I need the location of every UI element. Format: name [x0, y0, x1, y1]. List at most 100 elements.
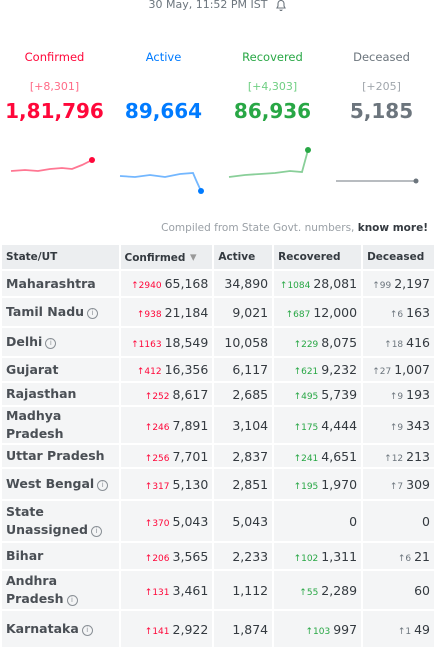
state-row[interactable]: West Bengal i ↑317 5,130 2,851 ↑195 1,970 ↑7 309 — [2, 469, 434, 499]
active-value: 2,837 — [232, 448, 269, 464]
table-body: Maharashtra ↑2940 65,168 34,890 ↑1084 28,081 ↑… — [2, 271, 434, 647]
up-arrow: ↑ — [144, 453, 153, 464]
deceased-value: 416 — [406, 334, 430, 350]
up-arrow: ↑ — [397, 626, 406, 637]
confirmed-delta: ↑252 — [145, 392, 170, 402]
recovered-delta: ↑103 — [306, 627, 331, 637]
delta-value: 206 — [152, 553, 170, 564]
state-row[interactable]: Madhya Pradesh ↑246 7,891 3,104 ↑175 4,444 ↑9 3… — [2, 407, 434, 443]
state-row[interactable]: Tamil Nadu i ↑938 21,184 9,021 ↑687 12,000 ↑6 16… — [2, 298, 434, 326]
info-icon[interactable]: i — [90, 526, 102, 537]
state-cell: Rajasthan — [2, 383, 119, 405]
state-row[interactable]: State Unassigned i ↑370 5,043 5,043 0 0 — [2, 501, 434, 541]
column-header[interactable]: Confirmed ▾ — [120, 245, 213, 269]
state-row[interactable]: Rajasthan ↑252 8,617 2,685 ↑495 5,739 ↑9 193 — [2, 383, 434, 405]
state-name: Karnataka — [6, 621, 79, 636]
info-icon[interactable]: i — [66, 595, 78, 606]
state-row[interactable]: Delhi i ↑1163 18,549 10,058 ↑229 8,075 ↑18 416 — [2, 328, 434, 356]
deceased-cell: ↑1 49 — [363, 611, 434, 647]
state-row[interactable]: Maharashtra ↑2940 65,168 34,890 ↑1084 28,081 ↑… — [2, 271, 434, 296]
recovered-delta: ↑102 — [294, 554, 319, 564]
deceased-delta: ↑9 — [390, 392, 403, 402]
info-icon[interactable]: i — [97, 480, 109, 491]
confirmed-delta: ↑2940 — [131, 281, 161, 291]
info-icon[interactable]: i — [87, 308, 99, 319]
confirmed-cell: ↑256 7,701 — [120, 445, 213, 467]
state-row[interactable]: Bihar ↑206 3,565 2,233 ↑102 1,311 ↑6 21 — [2, 543, 434, 569]
up-arrow: ↑ — [389, 481, 398, 492]
confirmed-delta: ↑256 — [145, 454, 170, 464]
up-arrow: ↑ — [144, 481, 153, 492]
deceased-delta: ↑9 — [390, 423, 403, 433]
deceased-value: 213 — [406, 448, 430, 464]
sparklines — [10, 147, 419, 194]
up-arrow: ↑ — [293, 391, 302, 402]
state-row[interactable]: Andhra Pradesh i ↑131 3,461 1,112 ↑55 2,289 60 — [2, 571, 434, 609]
state-cell: Bihar — [2, 543, 119, 569]
delta-value: 621 — [301, 367, 319, 377]
state-cell: Tamil Nadu i — [2, 298, 119, 326]
sparkline-dot — [413, 178, 419, 184]
bell-icon[interactable] — [274, 0, 288, 12]
know-more-link[interactable]: know more! — [357, 222, 428, 234]
card-delta: [+8,301] — [29, 80, 80, 93]
column-header[interactable]: Recovered — [274, 245, 362, 269]
confirmed-value: 18,549 — [164, 334, 209, 350]
deceased-cell: ↑12 213 — [363, 445, 434, 467]
confirmed-value: 3,461 — [172, 582, 209, 598]
header-text: Active — [218, 251, 256, 263]
confirmed-value: 5,130 — [172, 476, 209, 492]
deceased-delta: ↑99 — [372, 281, 391, 291]
recovered-value: 0 — [349, 513, 358, 529]
delta-value: 495 — [301, 391, 319, 402]
recovered-cell: ↑495 5,739 — [274, 383, 362, 405]
confirmed-cell: ↑317 5,130 — [120, 469, 213, 499]
state-cell: State Unassigned i — [2, 501, 119, 541]
confirmed-cell: ↑370 5,043 — [120, 501, 213, 541]
column-header[interactable]: State/UT — [2, 245, 119, 269]
header-text: Recovered — [278, 251, 341, 263]
delta-value: 1084 — [287, 281, 311, 291]
confirmed-cell: ↑252 8,617 — [120, 383, 213, 405]
delta-value: 9 — [397, 422, 404, 433]
timestamp: 30 May, 11:52 PM IST — [148, 0, 268, 11]
stat-card: Confirmed [+8,301] 1,81,796 — [0, 48, 109, 123]
confirmed-cell: ↑246 7,891 — [120, 407, 213, 443]
state-row[interactable]: Karnataka i ↑141 2,922 1,874 ↑103 997 ↑1 49 — [2, 611, 434, 647]
state-cell: Delhi i — [2, 328, 119, 356]
recovered-delta: ↑195 — [294, 482, 319, 492]
up-arrow: ↑ — [285, 309, 294, 320]
confirmed-value: 21,184 — [164, 304, 209, 320]
info-icon[interactable]: i — [81, 625, 93, 636]
deceased-value: 163 — [406, 304, 430, 320]
confirmed-value: 8,617 — [172, 386, 209, 402]
state-name: Delhi — [6, 334, 43, 349]
deceased-cell: ↑18 416 — [363, 328, 434, 356]
confirmed-value: 16,356 — [164, 362, 209, 377]
up-arrow: ↑ — [144, 587, 153, 598]
up-arrow: ↑ — [144, 626, 153, 637]
sparkline-dot — [198, 188, 204, 194]
info-icon[interactable]: i — [45, 338, 57, 349]
confirmed-cell: ↑206 3,565 — [120, 543, 213, 569]
column-header[interactable]: Active — [214, 245, 273, 269]
state-row[interactable]: Gujarat ↑412 16,356 6,117 ↑621 9,232 ↑27 1,007 — [2, 358, 434, 381]
state-row[interactable]: Uttar Pradesh ↑256 7,701 2,837 ↑241 4,651 ↑12 2… — [2, 445, 434, 467]
card-total: 86,936 — [233, 99, 312, 123]
stat-card: Deceased [+205] 5,185 — [327, 48, 436, 123]
confirmed-value: 7,701 — [172, 448, 209, 464]
column-header[interactable]: Deceased — [363, 245, 434, 269]
deceased-delta: ↑27 — [372, 367, 391, 377]
card-label: Recovered — [242, 50, 303, 64]
up-arrow: ↑ — [293, 553, 302, 564]
recovered-cell: ↑687 12,000 — [274, 298, 362, 326]
card-total: 1,81,796 — [5, 99, 104, 123]
recovered-cell: ↑1084 28,081 — [274, 271, 362, 296]
recovered-value: 9,232 — [321, 362, 358, 377]
deceased-value: 60 — [414, 582, 430, 598]
delta-value: 938 — [144, 309, 162, 320]
state-name: Tamil Nadu — [6, 304, 85, 319]
up-arrow: ↑ — [384, 453, 392, 464]
confirmed-value: 3,565 — [172, 548, 209, 564]
delta-value: 103 — [313, 626, 331, 637]
